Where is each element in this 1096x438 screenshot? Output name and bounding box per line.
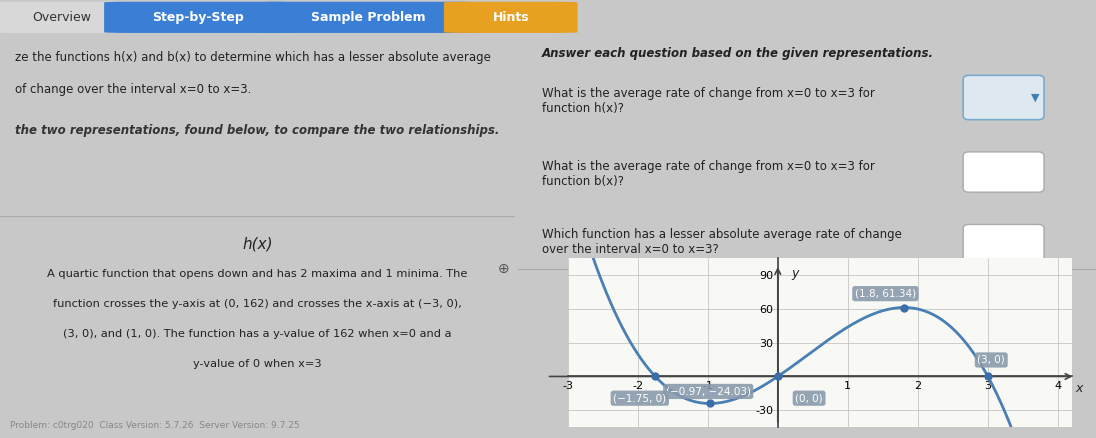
Text: (3, 0), and (1, 0). The function has a y-value of 162 when x=0 and a: (3, 0), and (1, 0). The function has a y… <box>64 329 452 339</box>
Text: Step-by-Step: Step-by-Step <box>152 11 244 24</box>
FancyBboxPatch shape <box>963 224 1044 265</box>
Text: the two representations, found below, to compare the two relationships.: the two representations, found below, to… <box>15 124 500 137</box>
FancyBboxPatch shape <box>963 152 1044 192</box>
Text: What is the average rate of change from x=0 to x=3 for
function b(x)?: What is the average rate of change from … <box>541 160 875 188</box>
Text: ▼: ▼ <box>1031 92 1040 102</box>
Text: CARNEGIE
LEARNING: CARNEGIE LEARNING <box>1027 406 1071 426</box>
Text: (1.8, 61.34): (1.8, 61.34) <box>855 289 916 299</box>
Text: (−0.97, −24.03): (−0.97, −24.03) <box>665 386 751 396</box>
Text: (0, 0): (0, 0) <box>796 393 823 403</box>
Text: of change over the interval x=0 to x=3.: of change over the interval x=0 to x=3. <box>15 83 252 96</box>
Text: ze the functions h(x) and b(x) to determine which has a lesser absolute average: ze the functions h(x) and b(x) to determ… <box>15 51 491 64</box>
Text: Problem: c0trg020  Class Version: 5.7.26  Server Version: 9.7.25: Problem: c0trg020 Class Version: 5.7.26 … <box>10 421 300 430</box>
Text: Sample Problem: Sample Problem <box>311 11 425 24</box>
Text: Which function has a lesser absolute average rate of change
over the interval x=: Which function has a lesser absolute ave… <box>541 229 901 257</box>
Text: y: y <box>791 268 799 280</box>
FancyBboxPatch shape <box>0 2 139 33</box>
Text: Answer each question based on the given representations.: Answer each question based on the given … <box>541 47 934 60</box>
Text: (3, 0): (3, 0) <box>978 355 1005 365</box>
Text: (−1.75, 0): (−1.75, 0) <box>614 393 666 403</box>
FancyBboxPatch shape <box>963 75 1044 120</box>
Text: h(x): h(x) <box>242 237 273 251</box>
FancyBboxPatch shape <box>104 2 293 33</box>
Text: x: x <box>1075 382 1083 395</box>
Text: function crosses the y-axis at (0, 162) and crosses the x-axis at (−3, 0),: function crosses the y-axis at (0, 162) … <box>54 299 461 309</box>
FancyBboxPatch shape <box>444 2 578 33</box>
Text: y-value of 0 when x=3: y-value of 0 when x=3 <box>193 360 322 369</box>
Text: Overview: Overview <box>32 11 91 24</box>
Text: © 2023 Carnegie Learning: © 2023 Carnegie Learning <box>854 417 974 426</box>
Text: ⊕: ⊕ <box>499 262 510 276</box>
Text: Hints: Hints <box>492 11 529 24</box>
Text: A quartic function that opens down and has 2 maxima and 1 minima. The: A quartic function that opens down and h… <box>47 269 468 279</box>
Text: What is the average rate of change from x=0 to x=3 for
function h(x)?: What is the average rate of change from … <box>541 88 875 116</box>
FancyBboxPatch shape <box>258 2 479 33</box>
